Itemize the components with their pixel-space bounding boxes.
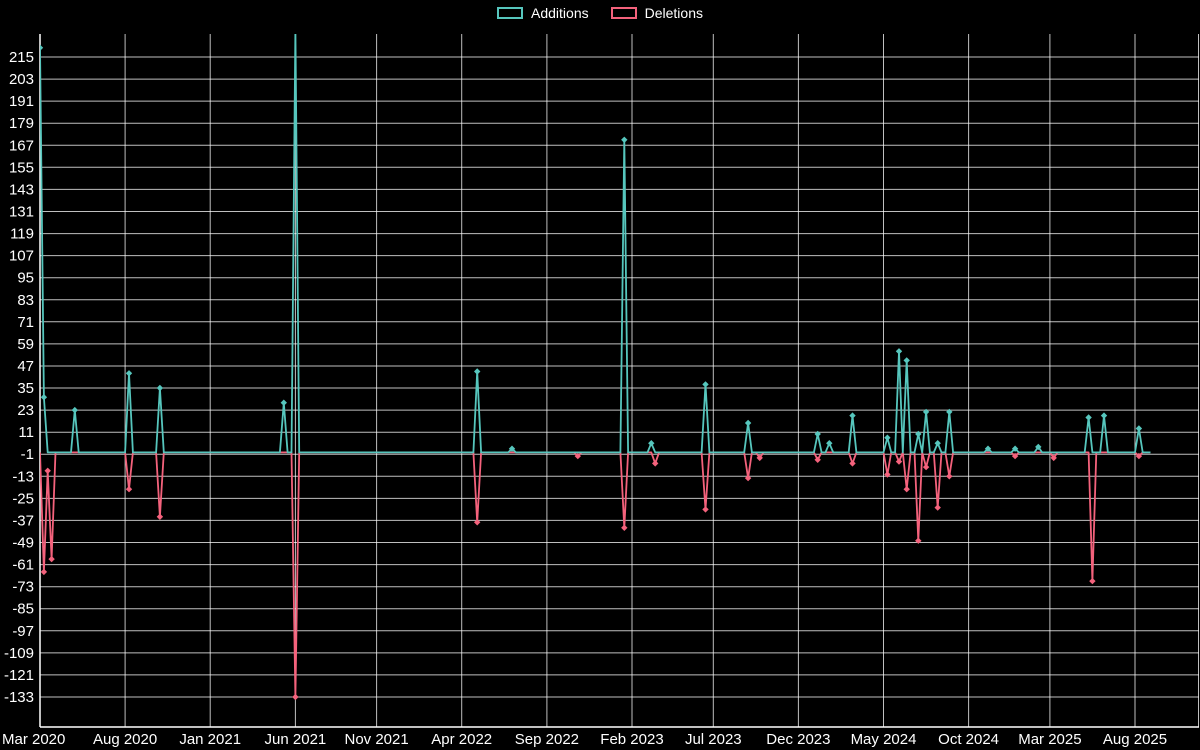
legend-item-additions[interactable]: Additions — [497, 6, 589, 20]
svg-text:-61: -61 — [12, 557, 34, 574]
horizontal-gridlines — [40, 56, 1199, 698]
legend-item-deletions[interactable]: Deletions — [610, 5, 703, 21]
svg-text:Aug 2020: Aug 2020 — [93, 731, 157, 748]
legend-deletions-label: Deletions — [644, 5, 703, 21]
svg-text:-85: -85 — [12, 601, 34, 618]
svg-text:23: 23 — [17, 402, 34, 419]
svg-text:119: 119 — [10, 226, 34, 243]
svg-text:35: 35 — [17, 380, 34, 397]
additions-series-line — [40, 34, 1151, 454]
deletions-swatch-icon — [610, 7, 637, 19]
svg-text:Mar 2020: Mar 2020 — [2, 731, 65, 748]
svg-text:Jul 2023: Jul 2023 — [685, 731, 742, 748]
svg-text:-97: -97 — [12, 623, 34, 640]
svg-text:-73: -73 — [12, 579, 34, 596]
svg-text:167: 167 — [9, 137, 34, 154]
svg-text:Aug 2025: Aug 2025 — [1103, 731, 1167, 748]
svg-text:Jan 2021: Jan 2021 — [179, 731, 241, 748]
svg-text:215: 215 — [9, 49, 34, 66]
svg-text:Sep 2022: Sep 2022 — [515, 731, 579, 748]
y-axis-labels: 215 203 191 179 167 155 143 131 119 107 95 83 71 59 47… — [4, 49, 34, 706]
svg-text:May 2024: May 2024 — [851, 731, 917, 748]
svg-text:Jun 2021: Jun 2021 — [265, 731, 327, 748]
svg-text:107: 107 — [9, 248, 34, 265]
vertical-gridlines — [39, 34, 1199, 727]
svg-text:-37: -37 — [12, 512, 34, 529]
svg-text:-121: -121 — [4, 667, 34, 684]
svg-text:131: 131 — [9, 204, 34, 221]
svg-text:-109: -109 — [4, 645, 34, 662]
svg-text:-13: -13 — [12, 468, 34, 485]
svg-text:155: 155 — [9, 159, 34, 176]
svg-text:Mar 2025: Mar 2025 — [1018, 731, 1081, 748]
svg-text:143: 143 — [9, 181, 34, 198]
svg-text:-1: -1 — [21, 446, 34, 463]
axes — [39, 34, 1199, 728]
svg-text:Feb 2023: Feb 2023 — [600, 731, 663, 748]
deletions-series-line — [40, 451, 1151, 701]
svg-text:11: 11 — [18, 424, 34, 441]
svg-text:Oct 2024: Oct 2024 — [938, 731, 999, 748]
legend-additions-label: Additions — [531, 5, 589, 21]
svg-text:191: 191 — [9, 93, 34, 110]
x-axis-labels: Mar 2020 Aug 2020 Jan 2021 Jun 2021 Nov 2021… — [2, 731, 1167, 748]
svg-text:-25: -25 — [12, 490, 34, 507]
svg-text:Nov 2021: Nov 2021 — [344, 731, 408, 748]
svg-text:71: 71 — [17, 314, 34, 331]
svg-text:59: 59 — [17, 336, 34, 353]
chart-legend: Additions Deletions — [0, 6, 1200, 20]
svg-text:179: 179 — [9, 115, 34, 132]
svg-text:-49: -49 — [12, 535, 34, 552]
svg-text:203: 203 — [9, 71, 34, 88]
svg-text:83: 83 — [17, 292, 34, 309]
svg-text:Dec 2023: Dec 2023 — [766, 731, 830, 748]
svg-text:95: 95 — [17, 270, 34, 287]
svg-text:Apr 2022: Apr 2022 — [431, 731, 492, 748]
svg-text:-133: -133 — [4, 689, 34, 706]
additions-swatch-icon — [497, 7, 524, 19]
svg-text:47: 47 — [17, 358, 34, 375]
